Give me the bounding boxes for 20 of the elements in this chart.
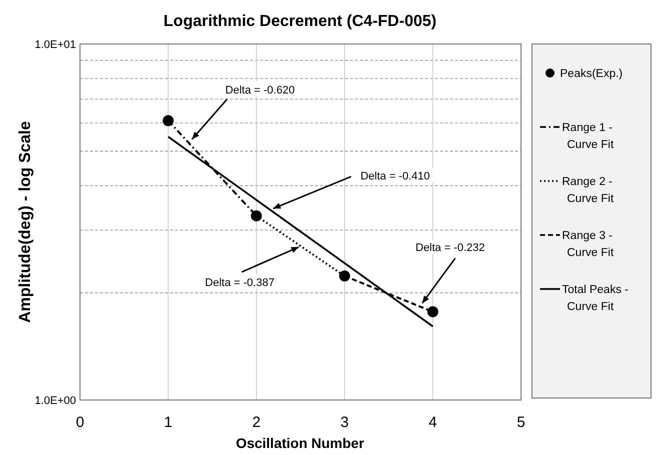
legend-label: Range 3 - Curve Fit xyxy=(562,230,614,259)
legend-label: Range 2 - Curve Fit xyxy=(562,176,614,205)
legend-label: Total Peaks - Curve Fit xyxy=(562,284,629,313)
y-tick-label: 1.0E+00 xyxy=(34,395,76,407)
y-axis-title: Amplitude(deg) - log Scale xyxy=(17,121,34,323)
legend-label: Peaks(Exp.) xyxy=(560,68,623,80)
x-tick-label: 4 xyxy=(428,414,437,431)
annotation: Delta = -0.410 xyxy=(360,170,430,183)
chart-title: Logarithmic Decrement (C4-FD-005) xyxy=(164,13,436,30)
x-axis-title: Oscillation Number xyxy=(236,435,365,451)
x-tick-label: 1 xyxy=(164,414,172,431)
x-tick-label: 2 xyxy=(252,414,261,431)
annotation: Delta = -0.620 xyxy=(225,84,295,96)
annotation: Delta = -0.387 xyxy=(205,277,274,290)
legend-label: Range 1 - Curve Fit xyxy=(562,122,614,151)
x-tick-label: 3 xyxy=(340,414,349,431)
annotation: Delta = -0.232 xyxy=(416,242,485,254)
x-tick-label: 0 xyxy=(76,414,84,431)
x-tick-label: 5 xyxy=(516,414,526,431)
y-tick-label: 1.0E+01 xyxy=(34,39,76,51)
